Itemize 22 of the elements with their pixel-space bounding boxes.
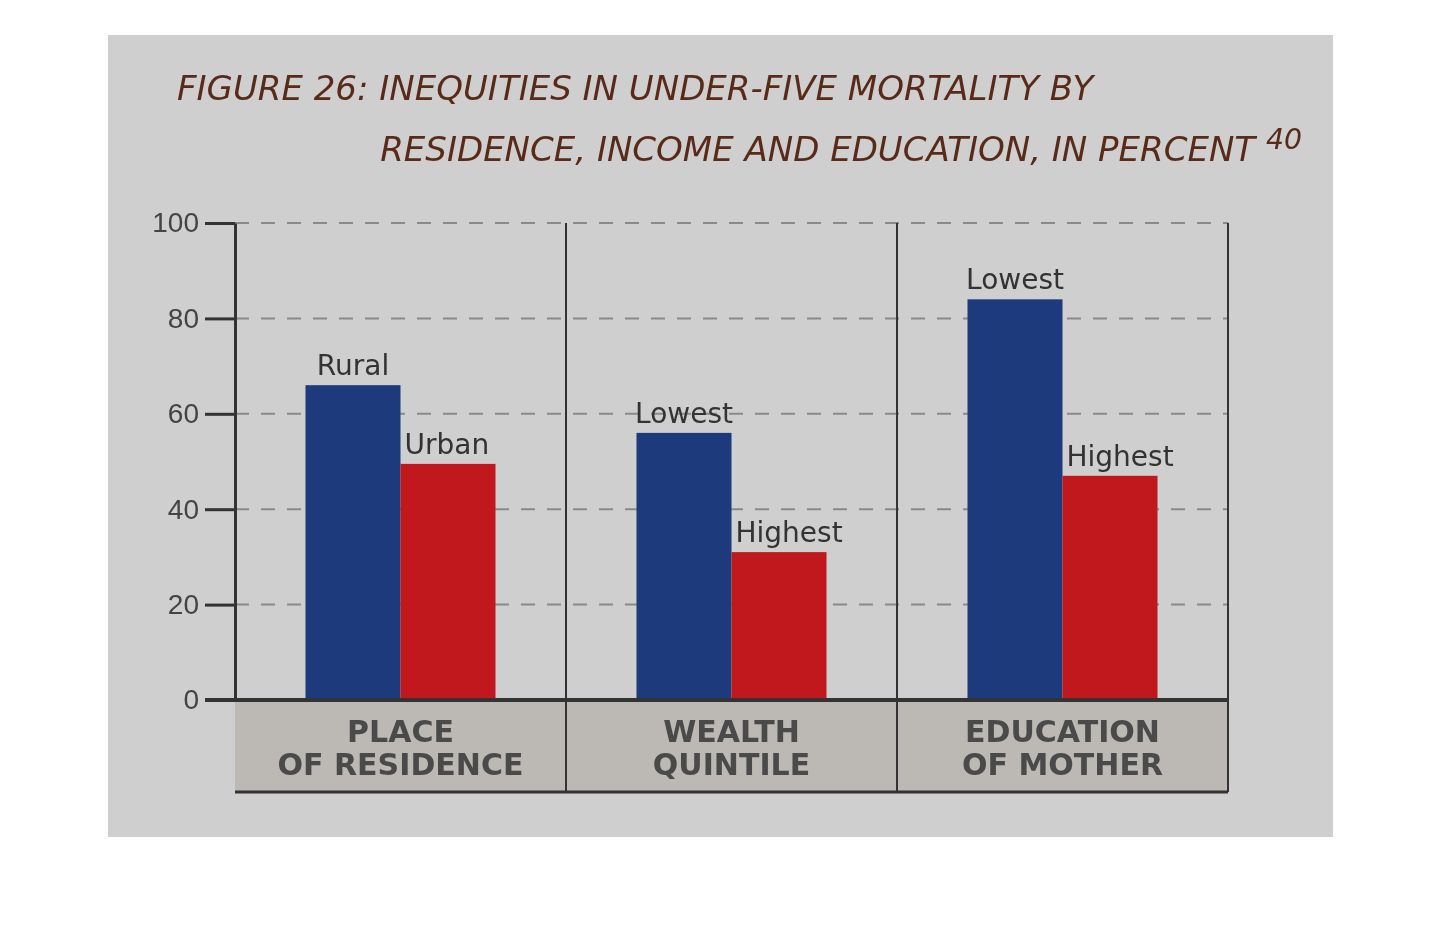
y-tick-label: 80 [167, 302, 199, 334]
annotation: Lowest [635, 396, 733, 430]
y-tick-label: 100 [152, 207, 199, 239]
y-tick-label: 40 [167, 493, 199, 525]
annotation: Highest [1066, 439, 1174, 473]
annotation: Highest [735, 516, 843, 550]
y-tick-label: 60 [167, 398, 199, 430]
annotation: Rural [316, 349, 390, 383]
chart-title: FIGURE 26: INEQUITIES IN UNDER-FIVE MORTALITY BY RESIDENCE, INCOME AND EDUCATION, IN PERCENT $^{40}$ [177, 67, 1302, 172]
annotation: Urban [404, 427, 490, 461]
bar [967, 299, 1063, 700]
x-tick-label: EDUCATION OF MOTHER [962, 714, 1163, 782]
bar [305, 385, 401, 700]
x-tick-label: PLACE OF RESIDENCE [277, 714, 524, 782]
bar [1062, 475, 1158, 700]
bar [731, 552, 827, 700]
y-tick-label: 0 [183, 684, 199, 716]
x-tick-label: WEALTH QUINTILE [652, 714, 811, 782]
bar [400, 463, 496, 700]
annotation: Lowest [966, 263, 1064, 297]
y-tick-label: 20 [167, 589, 199, 621]
bar [636, 432, 732, 700]
